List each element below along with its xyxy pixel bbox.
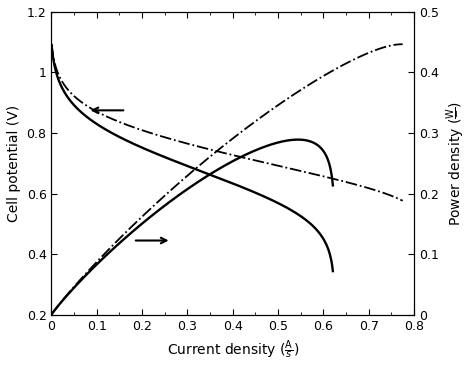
X-axis label: Current density ($\frac{\mathregular{A}}{s}$): Current density ($\frac{\mathregular{A}}… (166, 338, 299, 361)
Y-axis label: Power density ($\frac{\mathregular{W}}{-}$): Power density ($\frac{\mathregular{W}}{-… (445, 101, 467, 226)
Y-axis label: Cell potential (V): Cell potential (V) (7, 105, 21, 222)
